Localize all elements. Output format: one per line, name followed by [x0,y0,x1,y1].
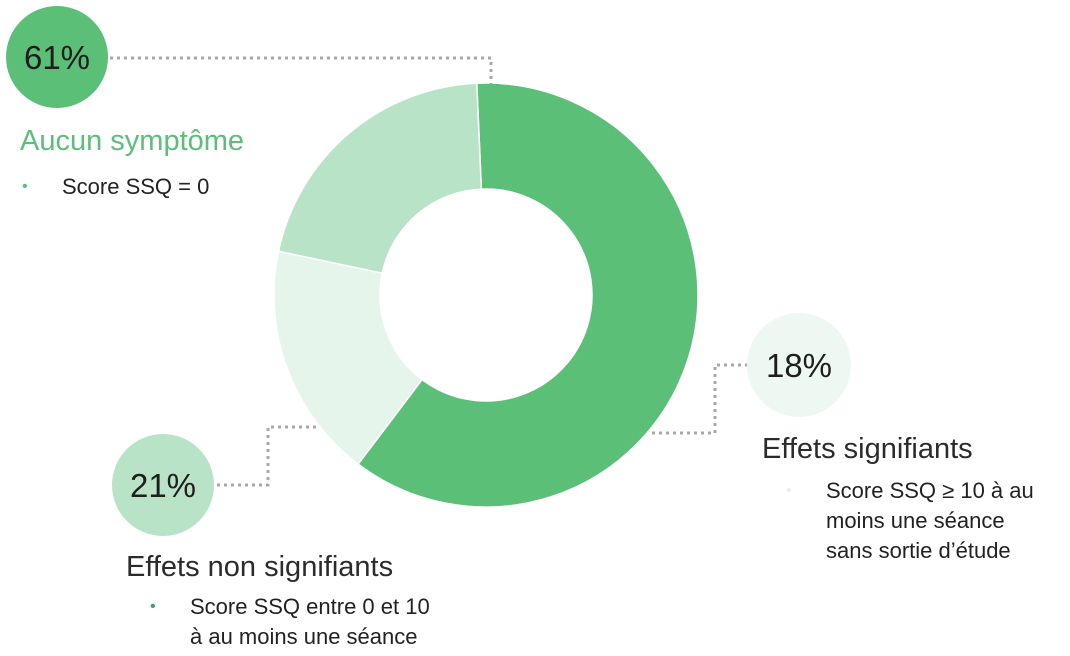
bullet-dot-icon: • [150,598,156,615]
donut-slice-aucun-symptome [357,82,699,508]
donut-slice-effets-signifiants [273,250,424,466]
bullet-item-effets-non-signifiants: • Score SSQ entre 0 et 10 à au moins une… [148,592,430,652]
category-title-effets-non-signifiants: Effets non signifiants [126,551,394,583]
percent-badge-effets-signifiants [747,313,851,417]
annotation-effets-non-signifiants: Effets non signifiants • Score SSQ entre… [126,550,430,652]
bullet-text-effets-non-signifiants: Score SSQ entre 0 et 10 à au moins une s… [190,594,430,649]
bullet-text-aucun-symptome: Score SSQ = 0 [62,174,210,199]
category-title-effets-signifiants: Effets signifiants [762,433,973,465]
category-title-aucun-symptome: Aucun symptôme [20,125,245,157]
donut-slice-effets-non-signifiants [277,82,483,275]
percent-label-effets-signifiants: 18% [766,347,832,384]
bullet-item-effets-signifiants: • Score SSQ ≥ 10 à au moins une séance s… [784,476,1034,566]
bullet-item-aucun-symptome: • Score SSQ = 0 [20,172,244,202]
connector-line-effets-signifiants [652,363,748,435]
annotation-aucun-symptome: Aucun symptôme • Score SSQ = 0 [20,124,244,202]
percent-label-aucun-symptome: 61% [24,39,90,76]
annotation-effets-signifiants: Effets signifiants • Score SSQ ≥ 10 à au… [762,432,1034,566]
connector-line-effets-non-signifiants [217,425,320,487]
bullet-dot-icon: • [786,482,792,499]
percent-badge-aucun-symptome [6,6,108,108]
percent-label-effets-non-signifiants: 21% [130,467,196,504]
percent-badge-effets-non-signifiants [112,434,214,536]
bullet-text-effets-signifiants: Score SSQ ≥ 10 à au moins une séance san… [826,478,1034,563]
bullet-dot-icon: • [22,178,28,195]
connector-line-aucun-symptome [110,56,493,84]
